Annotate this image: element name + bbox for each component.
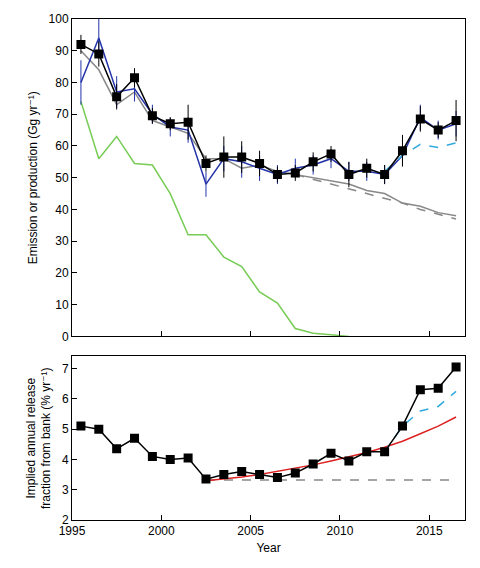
svg-text:100: 100 [49, 12, 69, 26]
svg-text:40: 40 [55, 203, 69, 217]
svg-text:90: 90 [55, 44, 69, 58]
svg-text:30: 30 [55, 234, 69, 248]
svg-text:10: 10 [55, 298, 69, 312]
svg-text:Emission or production (Gg yr⁻: Emission or production (Gg yr⁻¹) [26, 91, 40, 264]
svg-text:Year: Year [256, 541, 280, 555]
svg-text:0: 0 [62, 330, 69, 344]
svg-text:70: 70 [55, 107, 69, 121]
svg-text:3: 3 [62, 483, 69, 497]
svg-text:50: 50 [55, 171, 69, 185]
svg-text:2000: 2000 [148, 524, 175, 538]
svg-text:2015: 2015 [416, 524, 443, 538]
svg-text:1995: 1995 [59, 524, 86, 538]
svg-text:5: 5 [62, 422, 69, 436]
svg-text:80: 80 [55, 76, 69, 90]
svg-text:20: 20 [55, 266, 69, 280]
svg-text:6: 6 [62, 392, 69, 406]
svg-text:Implied annual releasefraction: Implied annual releasefraction from bank… [24, 367, 54, 509]
svg-text:2: 2 [62, 513, 69, 527]
svg-text:4: 4 [62, 453, 69, 467]
svg-text:2010: 2010 [327, 524, 354, 538]
svg-text:7: 7 [62, 362, 69, 376]
svg-text:60: 60 [55, 139, 69, 153]
svg-text:2005: 2005 [237, 524, 264, 538]
